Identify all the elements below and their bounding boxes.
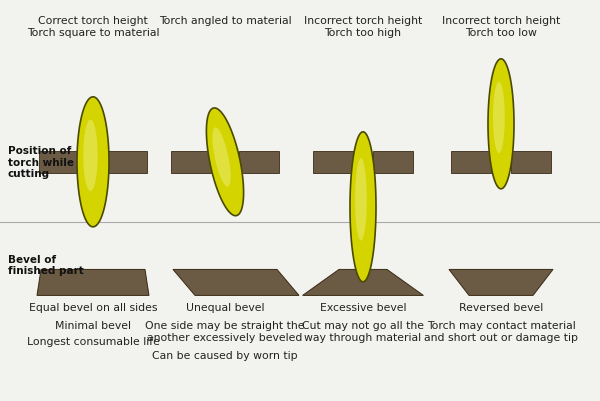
Text: Longest consumable life: Longest consumable life [26, 336, 160, 346]
Polygon shape [206, 109, 244, 216]
Text: Excessive bevel: Excessive bevel [320, 303, 406, 313]
Text: Bevel of
finished part: Bevel of finished part [8, 254, 84, 275]
Text: Reversed bevel: Reversed bevel [459, 303, 543, 313]
Polygon shape [302, 270, 424, 296]
Text: Cut may not go all the
way through material: Cut may not go all the way through mater… [302, 321, 424, 342]
Text: Incorrect torch height
Torch too high: Incorrect torch height Torch too high [304, 16, 422, 38]
Polygon shape [493, 82, 505, 154]
Polygon shape [37, 270, 149, 296]
Polygon shape [173, 270, 299, 296]
Polygon shape [77, 97, 109, 227]
Text: Torch angled to material: Torch angled to material [158, 16, 292, 26]
Text: Can be caused by worn tip: Can be caused by worn tip [152, 350, 298, 360]
Text: Unequal bevel: Unequal bevel [186, 303, 264, 313]
Polygon shape [449, 270, 553, 296]
Text: Position of
torch while
cutting: Position of torch while cutting [8, 146, 74, 179]
Bar [107, 152, 147, 173]
Text: Minimal bevel: Minimal bevel [55, 321, 131, 330]
Text: Correct torch height
Torch square to material: Correct torch height Torch square to mat… [27, 16, 159, 38]
Bar [171, 152, 211, 173]
Bar [373, 152, 413, 173]
Polygon shape [488, 60, 514, 189]
Polygon shape [355, 159, 367, 241]
Text: Torch may contact material
and short out or damage tip: Torch may contact material and short out… [424, 321, 578, 342]
Bar [451, 152, 491, 173]
Polygon shape [83, 120, 98, 192]
Bar [39, 152, 79, 173]
Polygon shape [350, 132, 376, 282]
Polygon shape [212, 128, 230, 187]
Bar [313, 152, 353, 173]
Bar [239, 152, 279, 173]
Text: Equal bevel on all sides: Equal bevel on all sides [29, 303, 157, 313]
Text: Incorrect torch height
Torch too low: Incorrect torch height Torch too low [442, 16, 560, 38]
Text: One side may be straight the
another excessively beveled: One side may be straight the another exc… [145, 321, 305, 342]
Bar [511, 152, 551, 173]
